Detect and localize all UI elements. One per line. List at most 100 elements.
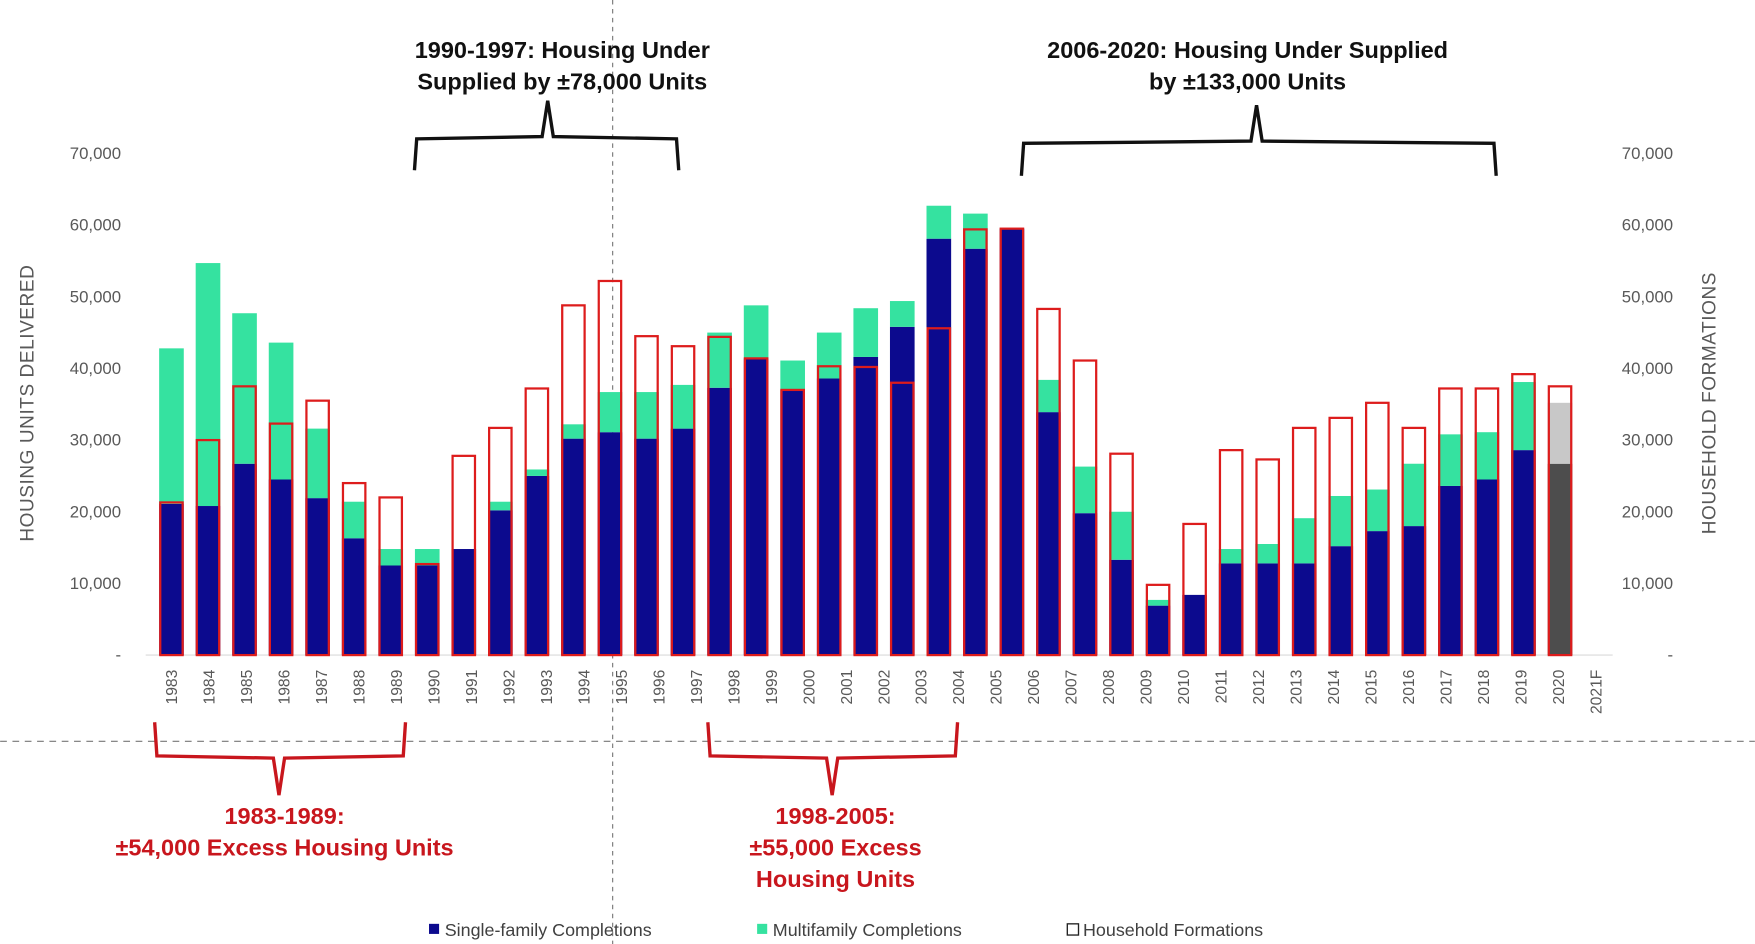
bar-segment [1109,511,1134,560]
bar-segment [1291,518,1317,564]
bar-segment [670,428,696,656]
bar-segment [305,498,330,656]
bar-segment [780,389,805,656]
outline-bar [670,345,696,657]
x-tick-label: 1983 [164,669,181,704]
bar-segment [195,263,221,507]
y-tick-label: 30,000 [70,431,121,450]
x-tick-label: 1989 [389,670,406,705]
x-tick-label: 2020 [1551,669,1568,704]
x-tick-label: 2019 [1513,670,1530,705]
x-tick-label: 1986 [277,669,294,704]
bar-segment [707,387,732,656]
x-tick-label: 1984 [202,669,219,704]
x-tick-label: 2009 [1139,670,1156,705]
y2-tick-label: 30,000 [1622,431,1673,450]
bar-segment [1255,563,1281,656]
annotation: 1990-1997: Housing Under [415,37,710,63]
x-tick-label: 1994 [576,669,593,704]
x-tick-label: 2003 [914,669,931,704]
outline-bar [1182,522,1207,657]
bar-segment [1182,594,1207,656]
bar-segment [743,305,769,359]
outline-bar [268,422,294,657]
x-tick-label: 1990 [426,669,443,704]
x-tick-label: 2004 [951,669,968,704]
outline-bar [1474,387,1500,657]
bar-segment [1511,450,1536,656]
bracket [1019,105,1498,176]
bar-segment [341,538,367,656]
outline-bar [305,399,330,657]
y2-tick-label: 50,000 [1622,287,1673,306]
annotation: Housing Units [756,866,915,892]
bar-segment [524,469,550,476]
x-tick-label: 2021F [1588,670,1605,714]
y-tick-label: 20,000 [70,502,121,521]
bar-segment [232,313,257,464]
legend-swatch [1066,923,1080,936]
outline-bar [597,279,623,657]
bar-segment [1438,434,1463,486]
x-tick-label: 2016 [1401,669,1418,704]
bar-segment [451,549,477,656]
outline-bar [1511,373,1536,657]
outline-bar [816,365,842,657]
outline-bar [1365,401,1390,657]
bar-segment [232,463,257,656]
bracket [412,100,681,171]
outline-bar [1145,583,1171,657]
bar-segment [561,438,586,656]
bar-segment [1474,479,1500,656]
bar-segment [670,384,696,429]
x-tick-label: 2000 [801,669,818,704]
outline-bar [963,228,988,657]
x-tick-label: 2017 [1439,670,1456,705]
x-tick-label: 2018 [1476,669,1493,704]
outline-bar [1072,359,1098,657]
bar-segment [1365,531,1390,656]
bar-segment [1328,495,1354,547]
bar-segment [597,392,623,433]
outline-bar [1218,448,1244,657]
x-tick-label: 2010 [1176,669,1193,704]
bar-segment [1072,466,1098,514]
bar-segment [1255,544,1281,564]
legend-label: Single-family Completions [445,920,652,940]
annotation: 1998-2005: [775,803,895,829]
bar-segment [159,348,184,504]
bar-segment [341,501,367,539]
bar-segment [634,392,659,439]
x-tick-label: 1998 [726,669,743,704]
y2-tick-label: 10,000 [1622,574,1673,593]
bar-segment [1511,382,1536,451]
bar-segment [1474,432,1500,480]
outline-bar [743,357,769,657]
x-tick-label: 2008 [1101,669,1118,704]
bar-segment [195,506,221,656]
bar-segment [1547,463,1573,656]
bar-segment [1036,412,1061,656]
x-tick-label: 2013 [1289,669,1306,704]
bar-segment [889,326,915,656]
x-tick-label: 2005 [989,669,1006,704]
y-tick-label: - [115,646,121,665]
bar-segment [561,424,586,439]
x-tick-label: 2012 [1251,670,1268,705]
bar-segment [1401,463,1427,527]
outline-bar [1438,387,1463,657]
bar-segment [743,358,769,656]
outline-bar [1291,426,1317,657]
bar-segment [963,248,988,656]
bar-segment [488,501,513,511]
y-tick-label: 60,000 [70,216,121,235]
outline-bar [1547,385,1573,657]
bar-segment [816,332,842,379]
legend-swatch [429,923,440,934]
bar-segment [1145,599,1171,606]
y-tick-label: 70,000 [70,144,121,163]
x-tick-label: 2006 [1026,669,1043,704]
y-axis-title: HOUSING UNITS DELIVERED [18,265,39,542]
bar-segment [780,360,805,390]
legend-swatch [757,923,768,934]
